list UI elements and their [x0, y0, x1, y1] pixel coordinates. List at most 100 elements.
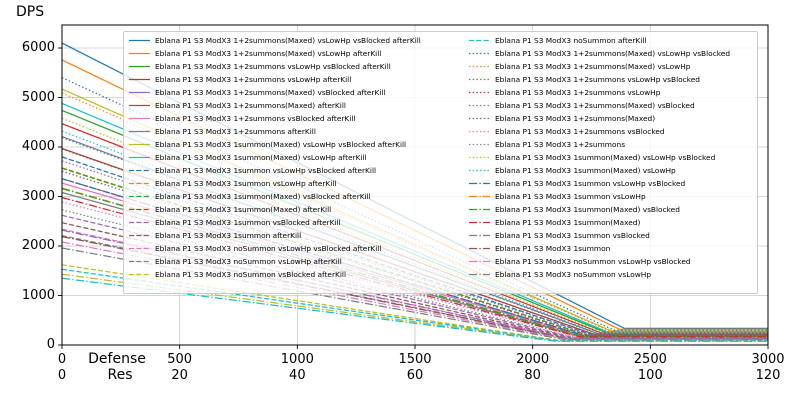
legend-item: Eblana P1 S3 ModX3 1+2summons vsLowHp: [464, 86, 748, 99]
legend-label: Eblana P1 S3 ModX3 1summon(Maxed) vsBloc…: [495, 205, 680, 214]
legend-label: Eblana P1 S3 ModX3 noSummon vsLowHp vsBl…: [495, 257, 691, 266]
legend-line-sample: [469, 91, 490, 94]
legend-item: Eblana P1 S3 ModX3 1summon(Maxed) vsLowH…: [124, 138, 464, 151]
legend-line-sample: [129, 117, 150, 120]
legend-label: Eblana P1 S3 ModX3 1+2summons(Maxed) vsL…: [495, 49, 731, 58]
legend-item: Eblana P1 S3 ModX3 1summon vsBlocked: [464, 229, 748, 242]
x-res-tick-label: 20: [171, 368, 188, 383]
x-res-tick-label: 0: [57, 368, 67, 383]
legend-line-sample: [469, 52, 490, 55]
x-defense-tick-label: 2500: [633, 352, 667, 367]
legend-item: Eblana P1 S3 ModX3 noSummon vsLowHp afte…: [124, 255, 464, 268]
legend-item: Eblana P1 S3 ModX3 1+2summons: [464, 138, 748, 151]
legend-item: Eblana P1 S3 ModX3 1+2summons(Maxed) vsB…: [464, 99, 748, 112]
legend: Eblana P1 S3 ModX3 1+2summons(Maxed) vsL…: [123, 31, 758, 294]
legend-line-sample: [469, 104, 490, 107]
legend-line-sample: [129, 156, 150, 159]
legend-item: Eblana P1 S3 ModX3 1summon vsLowHp vsBlo…: [464, 177, 748, 190]
series-line: [61, 148, 768, 335]
legend-line-sample: [469, 195, 490, 198]
legend-item: Eblana P1 S3 ModX3 1summon(Maxed) vsBloc…: [124, 190, 464, 203]
x-axis-title-defense: Defense: [88, 351, 146, 367]
legend-item: Eblana P1 S3 ModX3 1+2summons afterKill: [124, 125, 464, 138]
legend-item: Eblana P1 S3 ModX3 1summon: [464, 242, 748, 255]
legend-label: Eblana P1 S3 ModX3 noSummon vsLowHp: [495, 270, 652, 279]
legend-line-sample: [129, 234, 150, 237]
legend-label: Eblana P1 S3 ModX3 1summon(Maxed) afterK…: [155, 205, 332, 214]
legend-label: Eblana P1 S3 ModX3 1+2summons(Maxed) vsB…: [155, 88, 386, 97]
legend-line-sample: [469, 182, 490, 185]
legend-item: Eblana P1 S3 ModX3 noSummon afterKill: [464, 34, 800, 47]
legend-item: Eblana P1 S3 ModX3 1summon(Maxed) vsLowH…: [464, 151, 748, 164]
x-res-tick-label: 80: [524, 368, 541, 383]
legend-item: Eblana P1 S3 ModX3 1summon vsLowHp: [464, 190, 748, 203]
legend-line-sample: [129, 65, 150, 68]
legend-label: Eblana P1 S3 ModX3 noSummon afterKill: [495, 36, 647, 45]
legend-line-sample: [469, 247, 490, 250]
x-defense-tick-label: 500: [167, 352, 193, 367]
legend-label: Eblana P1 S3 ModX3 1+2summons vsLowHp: [495, 88, 661, 97]
legend-line-sample: [129, 52, 150, 55]
legend-label: Eblana P1 S3 ModX3 1summon(Maxed) vsLowH…: [155, 153, 367, 162]
legend-item: Eblana P1 S3 ModX3 1+2summons vsBlocked: [464, 125, 748, 138]
legend-label: Eblana P1 S3 ModX3 1summon afterKill: [155, 231, 302, 240]
legend-item: Eblana P1 S3 ModX3 1+2summons vsLowHp af…: [124, 73, 464, 86]
legend-item: Eblana P1 S3 ModX3 1+2summons vsLowHp vs…: [464, 73, 748, 86]
legend-label: Eblana P1 S3 ModX3 1summon vsBlocked aft…: [155, 218, 341, 227]
y-tick-label: 1000: [21, 287, 55, 303]
y-tick-label: 6000: [21, 40, 55, 55]
legend-item: Eblana P1 S3 ModX3 1summon vsLowHp after…: [124, 177, 464, 190]
x-defense-tick-label: 1000: [280, 352, 314, 367]
legend-label: Eblana P1 S3 ModX3 1summon vsLowHp: [495, 192, 646, 201]
legend-line-sample: [469, 78, 490, 81]
legend-label: Eblana P1 S3 ModX3 1summon vsLowHp after…: [155, 179, 337, 188]
series-line: [61, 77, 768, 331]
legend-line-sample: [469, 117, 490, 120]
x-axis-title-res: Res: [107, 367, 133, 383]
y-tick-label: 4000: [21, 139, 55, 154]
legend-line-sample: [469, 208, 490, 211]
legend-item: Eblana P1 S3 ModX3 1+2summons(Maxed) vsL…: [124, 47, 464, 60]
x-defense-tick-label: 0: [57, 352, 67, 367]
legend-line-sample: [129, 247, 150, 250]
legend-label: Eblana P1 S3 ModX3 1summon(Maxed) vsLowH…: [495, 153, 716, 162]
legend-item: Eblana P1 S3 ModX3 1summon(Maxed) vsLowH…: [464, 164, 748, 177]
legend-item: Eblana P1 S3 ModX3 1summon(Maxed): [464, 216, 748, 229]
legend-label: Eblana P1 S3 ModX3 1summon(Maxed) vsLowH…: [495, 166, 676, 175]
legend-line-sample: [469, 130, 490, 133]
legend-label: Eblana P1 S3 ModX3 1summon vsBlocked: [495, 231, 650, 240]
series-line: [61, 117, 768, 334]
legend-line-sample: [469, 156, 490, 159]
legend-item: Eblana P1 S3 ModX3 1+2summons(Maxed) aft…: [124, 99, 464, 112]
legend-label: Eblana P1 S3 ModX3 1+2summons afterKill: [155, 127, 316, 136]
legend-label: Eblana P1 S3 ModX3 1summon(Maxed): [495, 218, 641, 227]
legend-item: Eblana P1 S3 ModX3 1+2summons(Maxed) vsL…: [464, 60, 748, 73]
legend-label: Eblana P1 S3 ModX3 1+2summons(Maxed) vsL…: [495, 62, 691, 71]
legend-label: Eblana P1 S3 ModX3 1+2summons(Maxed): [495, 114, 656, 123]
legend-item: Eblana P1 S3 ModX3 noSummon vsLowHp vsBl…: [124, 242, 464, 255]
legend-label: Eblana P1 S3 ModX3 1+2summons(Maxed) vsL…: [155, 36, 421, 45]
legend-label: Eblana P1 S3 ModX3 1+2summons vsBlocked: [495, 127, 665, 136]
legend-line-sample: [469, 39, 490, 42]
legend-line-sample: [129, 91, 150, 94]
y-axis-title: DPS: [16, 4, 45, 20]
x-defense-tick-label: 2000: [516, 352, 550, 367]
legend-label: Eblana P1 S3 ModX3 1+2summons vsBlocked …: [155, 114, 356, 123]
legend-item: Eblana P1 S3 ModX3 1summon vsLowHp vsBlo…: [124, 164, 464, 177]
legend-item: Eblana P1 S3 ModX3 1+2summons vsBlocked …: [124, 112, 464, 125]
legend-item: Eblana P1 S3 ModX3 noSummon vsLowHp vsBl…: [464, 255, 748, 268]
legend-label: Eblana P1 S3 ModX3 1+2summons vsLowHp vs…: [155, 62, 391, 71]
legend-line-sample: [129, 182, 150, 185]
legend-label: Eblana P1 S3 ModX3 1summon(Maxed) vsLowH…: [155, 140, 407, 149]
legend-label: Eblana P1 S3 ModX3 1+2summons(Maxed) vsL…: [155, 49, 382, 58]
y-tick-label: 2000: [21, 238, 55, 253]
x-defense-tick-label: 1500: [398, 352, 432, 367]
x-res-tick-label: 120: [755, 368, 781, 383]
legend-line-sample: [469, 169, 490, 172]
legend-line-sample: [469, 260, 490, 263]
legend-label: Eblana P1 S3 ModX3 1+2summons: [495, 140, 626, 149]
legend-item: Eblana P1 S3 ModX3 noSummon vsBlocked af…: [124, 268, 464, 281]
legend-line-sample: [129, 39, 150, 42]
y-tick-label: 0: [46, 337, 55, 352]
